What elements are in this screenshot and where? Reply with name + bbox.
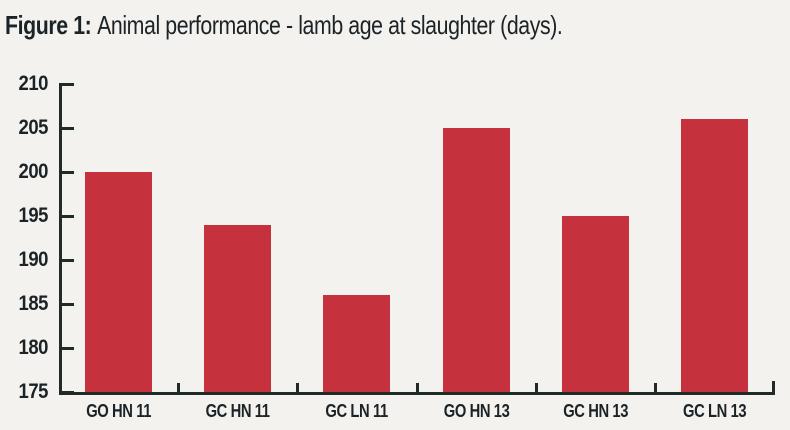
y-tick bbox=[59, 215, 74, 218]
y-tick bbox=[59, 303, 74, 306]
x-category-label: GC HN 13 bbox=[562, 401, 628, 421]
y-tick-label: 190 bbox=[18, 248, 48, 271]
y-tick-label: 175 bbox=[18, 380, 48, 403]
y-tick bbox=[59, 259, 74, 262]
bar bbox=[680, 119, 748, 395]
x-axis-line bbox=[59, 392, 775, 395]
y-tick-label: 210 bbox=[18, 72, 48, 95]
y-tick-label: 185 bbox=[18, 292, 48, 315]
bar bbox=[85, 172, 153, 395]
y-tick bbox=[59, 391, 74, 394]
y-tick-label: 200 bbox=[18, 160, 48, 183]
bar bbox=[323, 295, 391, 395]
x-tick bbox=[177, 383, 181, 392]
y-tick-label: 195 bbox=[18, 204, 48, 227]
bar bbox=[442, 128, 510, 395]
x-tick bbox=[534, 383, 538, 392]
x-category-label: GC LN 13 bbox=[682, 401, 747, 421]
figure-number-label: Figure 1: bbox=[5, 10, 92, 40]
x-tick bbox=[415, 383, 419, 392]
y-tick-label: 180 bbox=[18, 336, 48, 359]
x-tick bbox=[296, 383, 300, 392]
bar bbox=[204, 224, 272, 395]
y-tick bbox=[59, 347, 74, 350]
x-tick bbox=[653, 383, 657, 392]
x-category-label: GO HN 11 bbox=[86, 401, 151, 421]
x-category-label: GC HN 11 bbox=[205, 401, 270, 421]
y-tick bbox=[59, 171, 74, 174]
figure-title-text: Animal performance - lamb age at slaught… bbox=[97, 10, 563, 40]
y-axis-line bbox=[59, 84, 62, 395]
x-category-label: GC LN 11 bbox=[325, 401, 389, 421]
figure-title: Figure 1: Animal performance - lamb age a… bbox=[5, 6, 563, 44]
bar bbox=[561, 216, 629, 395]
x-category-label: GO HN 13 bbox=[443, 401, 509, 421]
x-axis-end-tick bbox=[772, 381, 775, 395]
y-tick bbox=[59, 83, 74, 86]
y-tick-label: 205 bbox=[18, 116, 48, 139]
y-tick bbox=[59, 127, 74, 130]
